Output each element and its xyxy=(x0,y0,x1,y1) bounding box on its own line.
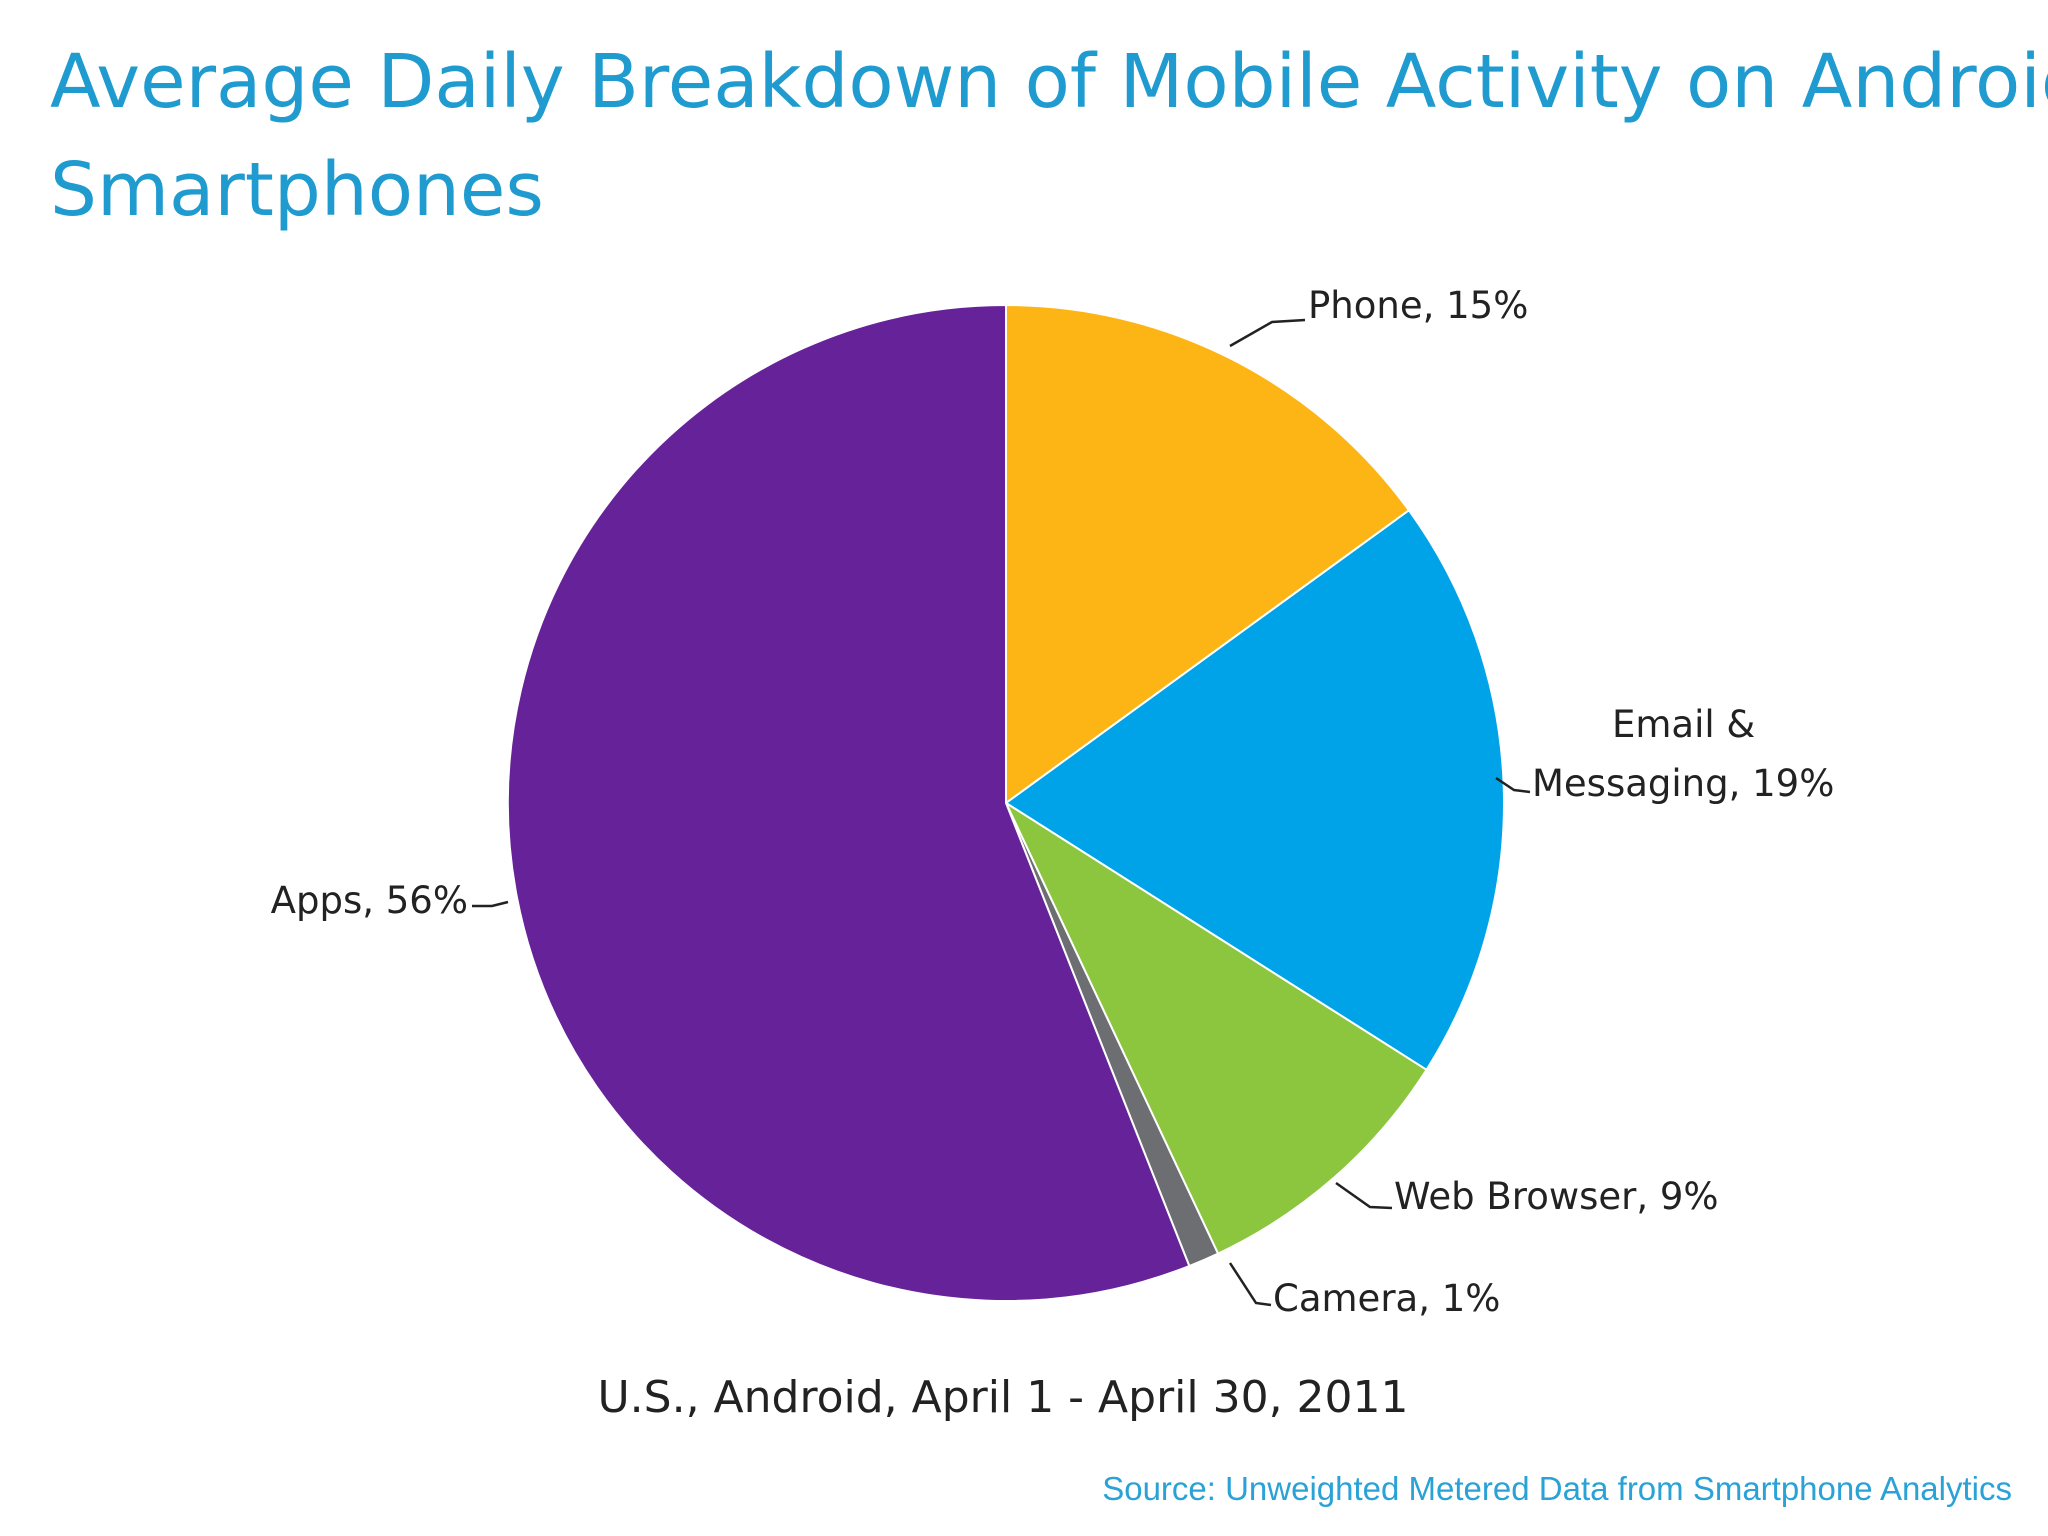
chart-title: Average Daily Breakdown of Mobile Activi… xyxy=(50,28,2048,244)
leader-email-messaging xyxy=(1495,776,1531,794)
slice-email-messaging xyxy=(1004,508,1505,1072)
label-phone: Phone, 15% xyxy=(1308,284,1528,327)
leader-web-browser xyxy=(1335,1181,1393,1210)
leader-apps xyxy=(472,900,509,908)
label-camera: Camera, 1% xyxy=(1273,1277,1500,1320)
label-email-messaging-line-2: Messaging, 19% xyxy=(1532,762,1834,805)
chart-subtitle: U.S., Android, April 1 - April 30, 2011 xyxy=(597,1372,1408,1423)
source-note: Source: Unweighted Metered Data from Sma… xyxy=(1102,1470,2012,1507)
leader-camera xyxy=(1228,1262,1272,1307)
chart-title-line-2: Smartphones xyxy=(50,147,544,233)
label-leader-lines xyxy=(472,318,1531,1307)
slice-web-browser xyxy=(1003,800,1428,1255)
label-apps: Apps, 56% xyxy=(271,879,468,922)
slice-phone xyxy=(1005,303,1411,805)
label-email-messaging-line-1: Email & xyxy=(1612,703,1755,746)
pie-slices xyxy=(506,303,1505,1302)
slice-apps xyxy=(506,303,1191,1302)
label-web-browser: Web Browser, 9% xyxy=(1394,1175,1719,1218)
leader-phone xyxy=(1229,318,1306,348)
chart-title-line-1: Average Daily Breakdown of Mobile Activi… xyxy=(50,39,2048,125)
slice-labels: Phone, 15% Email & Messaging, 19% Web Br… xyxy=(271,284,1835,1320)
